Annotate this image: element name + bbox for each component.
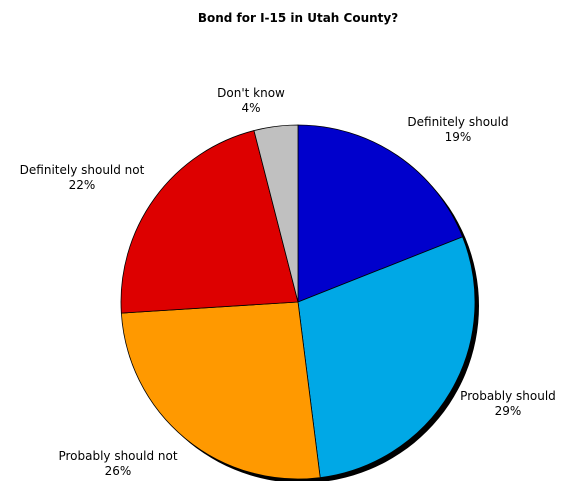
- chart-title: Bond for I-15 in Utah County?: [198, 11, 398, 25]
- slice-label-name: Definitely should: [407, 115, 508, 129]
- slice-label-value: 22%: [69, 178, 96, 192]
- slice-label-value: 19%: [445, 130, 472, 144]
- pie-slice-probably-should: [297, 236, 476, 479]
- slice-label-value: 4%: [241, 101, 260, 115]
- pie-slice-definitely-should-not: [120, 130, 299, 314]
- slice-label-name: Probably should: [460, 389, 556, 403]
- slice-label-name: Probably should not: [58, 449, 177, 463]
- pie-slice-definitely-should: [297, 124, 464, 303]
- slice-label-value: 26%: [105, 464, 132, 478]
- slice-label-value: 29%: [495, 404, 522, 418]
- pie-slices: [120, 124, 476, 480]
- pie-slice-don-t-know: [253, 124, 299, 303]
- pie-slice-probably-should-not: [120, 301, 321, 480]
- slice-label-name: Don't know: [217, 86, 285, 100]
- slice-label-name: Definitely should not: [20, 163, 145, 177]
